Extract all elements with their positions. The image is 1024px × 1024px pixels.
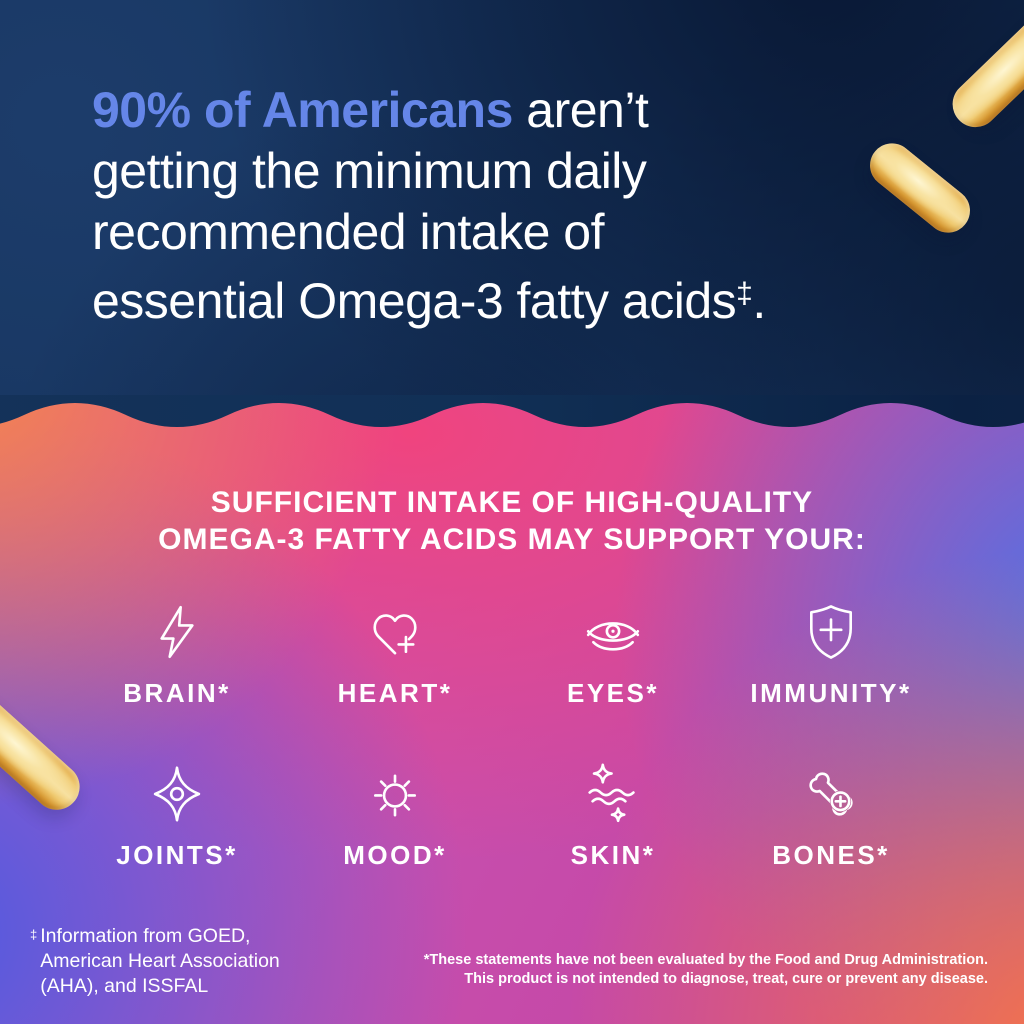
gradient-benefits-background [0,395,1024,1024]
navy-hero-background [0,0,1024,442]
benefit-label-heart: HEART* [337,678,453,708]
headline-line-2: getting the minimum daily [92,143,647,199]
benefit-label-brain: BRAIN* [123,678,231,708]
skin-waves-sparkles-icon [578,758,648,830]
source-footnote-line-1: Information from GOED, [40,925,251,947]
wave-divider [0,395,1024,427]
benefit-bones: BONES* [722,758,940,874]
support-heading-line-2: OMEGA-3 FATTY ACIDS MAY SUPPORT YOUR: [158,523,866,556]
benefits-grid: BRAIN* HEART* EYES* [68,596,940,874]
double-dagger-marker: ‡ [30,927,38,942]
benefit-label-skin: SKIN* [570,840,656,870]
benefit-label-eyes: EYES* [567,678,659,708]
source-footnote-lines: Information from GOED, American Heart As… [40,924,280,999]
shield-plus-icon [796,596,866,668]
benefit-heart: HEART* [286,596,504,712]
benefit-label-mood: MOOD* [343,840,447,870]
fda-disclaimer-line-1: *These statements have not been evaluate… [423,952,988,968]
support-heading: SUFFICIENT INTAKE OF HIGH-QUALITY OMEGA-… [0,484,1024,558]
headline-line-3: recommended intake of [92,204,605,260]
joint-sparkle-icon [142,758,212,830]
benefit-joints: JOINTS* [68,758,286,874]
eye-icon [578,596,648,668]
support-heading-line-1: SUFFICIENT INTAKE OF HIGH-QUALITY [210,486,814,519]
benefit-eyes: EYES* [504,596,722,712]
fda-disclaimer: *These statements have not been evaluate… [424,951,988,988]
headline-accent: 90% of Americans [92,82,513,138]
double-dagger-footnote-marker: ‡ [736,277,753,310]
heart-plus-icon [360,596,430,668]
fda-disclaimer-line-2: This product is not intended to diagnose… [464,970,988,987]
benefit-skin: SKIN* [504,758,722,874]
benefit-mood: MOOD* [286,758,504,874]
headline-line-1-rest: aren’t [512,82,649,138]
source-footnote-line-2: American Heart Association [40,950,280,972]
headline-line-1: 90% of Americans aren’t [92,80,952,141]
sun-icon [360,758,430,830]
benefit-brain: BRAIN* [68,596,286,712]
bone-plus-icon [796,758,866,830]
benefit-label-immunity: IMMUNITY* [750,678,912,708]
lightning-bolt-icon [142,596,212,668]
benefit-label-joints: JOINTS* [116,840,238,870]
headline: 90% of Americans aren’t getting the mini… [92,80,952,332]
benefit-label-bones: BONES* [772,840,890,870]
source-footnote: ‡ Information from GOED, American Heart … [30,924,280,999]
source-footnote-line-3: (AHA), and ISSFAL [40,975,209,997]
headline-line-4: essential Omega-3 fatty acids‡. [92,273,766,329]
benefit-immunity: IMMUNITY* [722,596,940,712]
